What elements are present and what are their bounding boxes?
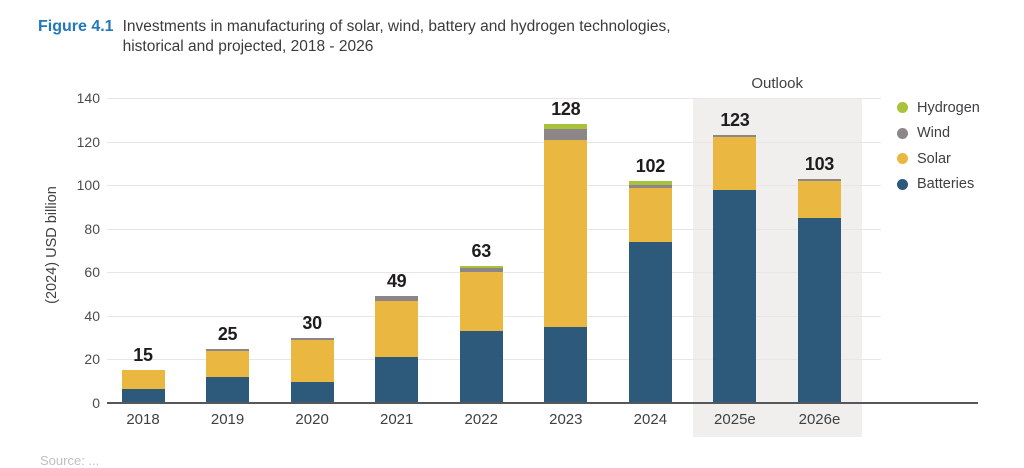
bar-segment-batteries — [121, 388, 165, 403]
x-tick-label: 2019 — [210, 411, 245, 428]
bar-segment-solar — [290, 339, 334, 383]
x-tick-label: 2024 — [633, 411, 668, 428]
bar-total-label: 30 — [302, 312, 322, 333]
bar-segment-wind — [713, 135, 757, 138]
bar-segment-wind — [290, 337, 334, 340]
bar-segment-wind — [206, 348, 250, 351]
y-tick-label: 80 — [84, 220, 100, 237]
bar-segment-solar — [459, 272, 503, 332]
y-tick-label: 120 — [76, 133, 100, 150]
legend-dot-solar-icon — [897, 153, 908, 165]
bar-segment-solar — [544, 139, 588, 327]
bar-segment-hydrogen — [459, 265, 503, 269]
bar-segment-solar — [797, 181, 841, 218]
gridline — [107, 185, 881, 187]
bar-segment-batteries — [206, 376, 250, 403]
figure-caption: Investments in manufacturing of solar, w… — [123, 17, 671, 58]
bar-segment-solar — [121, 370, 165, 389]
legend-item-solar: Solar — [897, 146, 980, 172]
x-tick-label: 2025e — [714, 411, 756, 428]
x-tick-label: 2020 — [295, 411, 329, 428]
y-tick-label: 100 — [76, 177, 100, 194]
bar-segment-batteries — [713, 189, 757, 403]
legend-label: Hydrogen — [917, 99, 980, 116]
x-axis-line — [107, 402, 978, 404]
legend-dot-hydrogen-icon — [897, 102, 908, 114]
legend-label: Wind — [917, 125, 951, 142]
gridline — [107, 141, 881, 143]
x-tick-label: 2023 — [549, 411, 583, 428]
figure-caption-line2: historical and projected, 2018 - 2026 — [122, 38, 374, 56]
bar-segment-hydrogen — [628, 181, 672, 186]
bar-total-label: 63 — [471, 240, 492, 261]
bar-segment-batteries — [544, 326, 588, 403]
bar-segment-batteries — [628, 241, 672, 403]
bar-segment-batteries — [459, 331, 503, 403]
gridline — [107, 98, 881, 100]
legend-item-wind: Wind — [897, 121, 980, 147]
bar-total-label: 128 — [551, 99, 581, 120]
bar-segment-wind — [628, 185, 672, 188]
bar-segment-solar — [713, 137, 757, 190]
figure-title: Figure 4.1 Investments in manufacturing … — [38, 17, 671, 58]
y-tick-label: 140 — [76, 90, 100, 107]
figure-caption-line1: Investments in manufacturing of solar, w… — [122, 18, 671, 35]
legend-dot-batteries-icon — [897, 178, 908, 190]
bar-segment-batteries — [797, 218, 841, 403]
source-note: Source: ... — [40, 453, 100, 468]
bar-segment-solar — [206, 350, 250, 377]
x-tick-label: 2022 — [464, 411, 498, 428]
bar-segment-batteries — [375, 357, 419, 403]
gridline — [107, 228, 881, 230]
outlook-label: Outlook — [751, 75, 804, 92]
x-tick-label: 2026e — [798, 411, 841, 428]
bar-segment-hydrogen — [544, 124, 588, 129]
bar-total-label: 123 — [720, 110, 750, 131]
bar-segment-batteries — [290, 382, 334, 403]
legend-item-batteries: Batteries — [897, 172, 980, 198]
figure-number: Figure 4.1 — [38, 18, 114, 35]
y-tick-label: 0 — [92, 395, 100, 411]
bar-segment-wind — [544, 128, 588, 140]
legend: Hydrogen Wind Solar Batteries — [897, 95, 980, 197]
y-tick-label: 60 — [84, 264, 100, 281]
bar-segment-wind — [375, 296, 419, 301]
bar-total-label: 49 — [386, 271, 407, 292]
legend-label: Solar — [917, 150, 951, 167]
bar-segment-solar — [375, 300, 419, 358]
bar-total-label: 15 — [133, 345, 153, 366]
bar-segment-wind — [797, 178, 841, 181]
y-tick-label: 20 — [84, 351, 100, 368]
legend-dot-wind-icon — [897, 127, 908, 139]
legend-label: Batteries — [917, 176, 975, 193]
legend-item-hydrogen: Hydrogen — [897, 95, 980, 121]
bar-segment-solar — [628, 187, 672, 242]
bar-total-label: 102 — [635, 156, 665, 176]
bar-segment-wind — [459, 268, 503, 273]
x-tick-label: 2018 — [126, 411, 160, 428]
bar-total-label: 103 — [804, 153, 835, 174]
bar-total-label: 25 — [217, 323, 238, 344]
x-tick-label: 2021 — [379, 411, 414, 428]
y-tick-label: 40 — [84, 307, 100, 324]
